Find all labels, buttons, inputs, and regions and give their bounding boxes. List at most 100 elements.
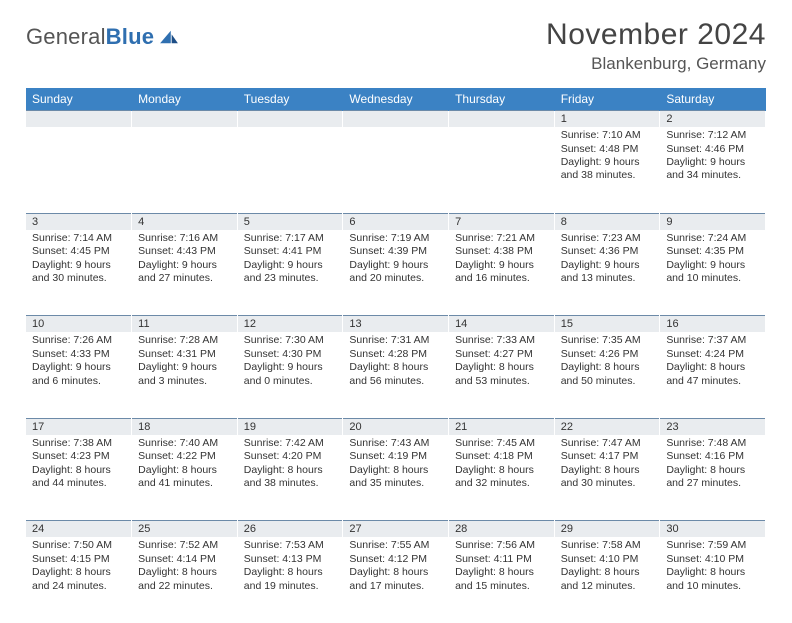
day-line-d1: Daylight: 8 hours <box>138 566 231 579</box>
day-line-d1: Daylight: 8 hours <box>666 464 759 477</box>
day-number-cell: 25 <box>132 521 238 538</box>
day-number-cell: 11 <box>132 316 238 333</box>
header: GeneralBlue November 2024 Blankenburg, G… <box>26 18 766 74</box>
day-line-d2: and 12 minutes. <box>561 580 654 593</box>
day-line-ss: Sunset: 4:20 PM <box>244 450 337 463</box>
day-line-d2: and 6 minutes. <box>32 375 125 388</box>
day-line-sr: Sunrise: 7:47 AM <box>561 437 654 450</box>
day-line-d1: Daylight: 9 hours <box>138 259 231 272</box>
day-line-d2: and 0 minutes. <box>244 375 337 388</box>
day-line-d2: and 17 minutes. <box>349 580 442 593</box>
day-content-cell: Sunrise: 7:21 AMSunset: 4:38 PMDaylight:… <box>449 230 555 316</box>
day-content-cell: Sunrise: 7:42 AMSunset: 4:20 PMDaylight:… <box>237 435 343 521</box>
weekday-sat: Saturday <box>660 88 766 111</box>
day-line-sr: Sunrise: 7:33 AM <box>455 334 548 347</box>
day-line-ss: Sunset: 4:27 PM <box>455 348 548 361</box>
day-number-cell: 19 <box>237 418 343 435</box>
day-line-ss: Sunset: 4:10 PM <box>561 553 654 566</box>
day-content-cell: Sunrise: 7:45 AMSunset: 4:18 PMDaylight:… <box>449 435 555 521</box>
day-line-d1: Daylight: 8 hours <box>455 464 548 477</box>
day-line-sr: Sunrise: 7:58 AM <box>561 539 654 552</box>
day-line-ss: Sunset: 4:46 PM <box>666 143 759 156</box>
weekday-thu: Thursday <box>449 88 555 111</box>
day-line-d1: Daylight: 9 hours <box>244 259 337 272</box>
calendar-page: GeneralBlue November 2024 Blankenburg, G… <box>0 0 792 612</box>
day-line-d1: Daylight: 9 hours <box>666 259 759 272</box>
day-content-row: Sunrise: 7:38 AMSunset: 4:23 PMDaylight:… <box>26 435 766 521</box>
day-line-d2: and 24 minutes. <box>32 580 125 593</box>
day-line-d2: and 16 minutes. <box>455 272 548 285</box>
day-line-d1: Daylight: 8 hours <box>561 361 654 374</box>
day-line-ss: Sunset: 4:23 PM <box>32 450 125 463</box>
day-line-sr: Sunrise: 7:21 AM <box>455 232 548 245</box>
day-content-row: Sunrise: 7:50 AMSunset: 4:15 PMDaylight:… <box>26 537 766 623</box>
day-content-cell: Sunrise: 7:48 AMSunset: 4:16 PMDaylight:… <box>660 435 766 521</box>
day-line-d1: Daylight: 8 hours <box>666 361 759 374</box>
day-content-cell <box>237 127 343 213</box>
day-line-d1: Daylight: 9 hours <box>561 259 654 272</box>
day-number-cell: 15 <box>554 316 660 333</box>
day-number-cell: 22 <box>554 418 660 435</box>
day-line-ss: Sunset: 4:48 PM <box>561 143 654 156</box>
day-content-cell: Sunrise: 7:26 AMSunset: 4:33 PMDaylight:… <box>26 332 132 418</box>
day-line-ss: Sunset: 4:11 PM <box>455 553 548 566</box>
day-line-d2: and 47 minutes. <box>666 375 759 388</box>
day-number-cell: 16 <box>660 316 766 333</box>
day-number-cell: 13 <box>343 316 449 333</box>
day-number-cell <box>26 111 132 128</box>
day-number-cell <box>237 111 343 128</box>
day-number-cell: 9 <box>660 213 766 230</box>
day-number-cell: 12 <box>237 316 343 333</box>
calendar-body: 12 Sunrise: 7:10 AMSunset: 4:48 PMDaylig… <box>26 111 766 623</box>
day-line-d1: Daylight: 8 hours <box>455 566 548 579</box>
day-line-sr: Sunrise: 7:55 AM <box>349 539 442 552</box>
day-line-d2: and 23 minutes. <box>244 272 337 285</box>
day-content-cell: Sunrise: 7:59 AMSunset: 4:10 PMDaylight:… <box>660 537 766 623</box>
day-line-ss: Sunset: 4:24 PM <box>666 348 759 361</box>
month-title: November 2024 <box>546 18 766 52</box>
day-line-ss: Sunset: 4:30 PM <box>244 348 337 361</box>
day-content-cell: Sunrise: 7:47 AMSunset: 4:17 PMDaylight:… <box>554 435 660 521</box>
day-line-ss: Sunset: 4:39 PM <box>349 245 442 258</box>
day-content-cell: Sunrise: 7:30 AMSunset: 4:30 PMDaylight:… <box>237 332 343 418</box>
day-content-cell: Sunrise: 7:58 AMSunset: 4:10 PMDaylight:… <box>554 537 660 623</box>
day-content-cell <box>26 127 132 213</box>
day-line-d1: Daylight: 8 hours <box>349 361 442 374</box>
day-line-d2: and 56 minutes. <box>349 375 442 388</box>
day-line-sr: Sunrise: 7:48 AM <box>666 437 759 450</box>
day-content-cell: Sunrise: 7:17 AMSunset: 4:41 PMDaylight:… <box>237 230 343 316</box>
day-line-d1: Daylight: 8 hours <box>244 464 337 477</box>
day-number-cell: 10 <box>26 316 132 333</box>
day-line-d1: Daylight: 8 hours <box>349 464 442 477</box>
day-content-cell: Sunrise: 7:10 AMSunset: 4:48 PMDaylight:… <box>554 127 660 213</box>
day-line-d2: and 3 minutes. <box>138 375 231 388</box>
weekday-row: Sunday Monday Tuesday Wednesday Thursday… <box>26 88 766 111</box>
day-line-ss: Sunset: 4:14 PM <box>138 553 231 566</box>
day-line-sr: Sunrise: 7:52 AM <box>138 539 231 552</box>
day-line-sr: Sunrise: 7:42 AM <box>244 437 337 450</box>
day-line-ss: Sunset: 4:18 PM <box>455 450 548 463</box>
day-line-sr: Sunrise: 7:10 AM <box>561 129 654 142</box>
day-content-cell: Sunrise: 7:53 AMSunset: 4:13 PMDaylight:… <box>237 537 343 623</box>
day-line-sr: Sunrise: 7:26 AM <box>32 334 125 347</box>
day-line-ss: Sunset: 4:33 PM <box>32 348 125 361</box>
day-content-cell: Sunrise: 7:50 AMSunset: 4:15 PMDaylight:… <box>26 537 132 623</box>
day-line-ss: Sunset: 4:35 PM <box>666 245 759 258</box>
day-line-d1: Daylight: 8 hours <box>244 566 337 579</box>
day-content-row: Sunrise: 7:14 AMSunset: 4:45 PMDaylight:… <box>26 230 766 316</box>
day-line-d1: Daylight: 8 hours <box>138 464 231 477</box>
day-number-cell <box>343 111 449 128</box>
day-line-ss: Sunset: 4:36 PM <box>561 245 654 258</box>
logo-sail-icon <box>158 29 180 45</box>
day-line-d2: and 10 minutes. <box>666 272 759 285</box>
day-line-d2: and 50 minutes. <box>561 375 654 388</box>
day-line-d1: Daylight: 9 hours <box>32 361 125 374</box>
day-line-d2: and 38 minutes. <box>244 477 337 490</box>
day-line-sr: Sunrise: 7:50 AM <box>32 539 125 552</box>
day-content-cell: Sunrise: 7:38 AMSunset: 4:23 PMDaylight:… <box>26 435 132 521</box>
day-line-sr: Sunrise: 7:37 AM <box>666 334 759 347</box>
day-line-d2: and 27 minutes. <box>138 272 231 285</box>
day-line-sr: Sunrise: 7:23 AM <box>561 232 654 245</box>
day-line-sr: Sunrise: 7:28 AM <box>138 334 231 347</box>
day-content-cell: Sunrise: 7:28 AMSunset: 4:31 PMDaylight:… <box>132 332 238 418</box>
